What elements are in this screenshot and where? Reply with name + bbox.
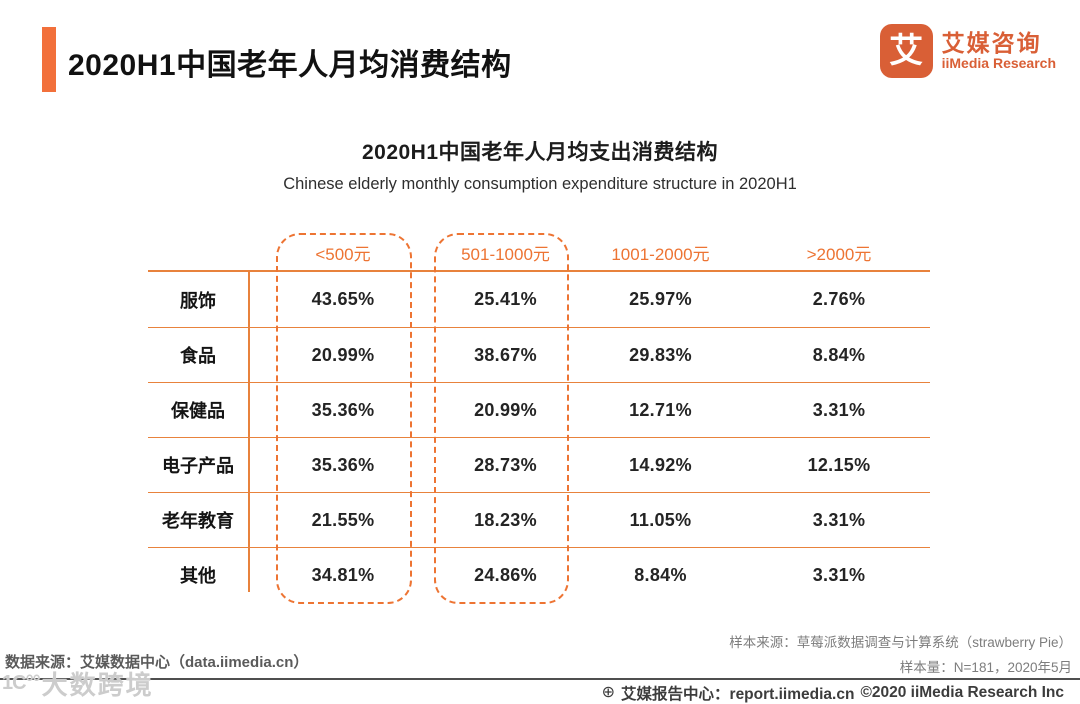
cell-value: 35.36% [311, 399, 375, 420]
table-grid: <500元 501-1000元 1001-2000元 >2000元服饰 43.65% 25… [148, 233, 930, 602]
table-row: 服饰 43.65% 25.41% 25.97% 2.76% [148, 272, 930, 327]
table-row: 食品 20.99% 38.67% 29.83% 8.84% [148, 327, 930, 382]
cell-value: 43.65% [311, 289, 375, 309]
table-row: 其他 34.81% 24.86% 8.84% 3.31% [148, 547, 930, 602]
row-label: 其他 [180, 566, 216, 586]
iimedia-logo-icon: 艾 [879, 24, 933, 78]
consumption-table: <500元 501-1000元 1001-2000元 >2000元服饰 43.65% 25… [148, 233, 930, 605]
logo-name-cn: 艾媒咨询 [941, 29, 1042, 56]
cell-value: 21.55% [311, 509, 375, 530]
row-label: 保健品 [171, 401, 225, 421]
cell-value: 34.81% [311, 564, 375, 585]
cell-value: 18.23% [474, 509, 537, 530]
column-header: 1001-2000元 [611, 245, 710, 264]
cell-value: 12.15% [807, 454, 871, 475]
row-label: 服饰 [180, 290, 216, 311]
column-header: <500元 [315, 245, 371, 264]
cell-value: 3.31% [812, 564, 866, 585]
footer-copyright: ©2020 iiMedia Research Inc [860, 684, 1064, 701]
watermark-text: 大数跨境 [41, 670, 154, 700]
chart-title: 2020H1中国老年人月均支出消费结构 [361, 141, 719, 164]
chart-subtitle: Chinese elderly monthly consumption expe… [283, 175, 797, 193]
cell-value: 11.05% [629, 509, 692, 530]
data-source-note: 数据来源：艾媒数据中心（data.iimedia.cn） [5, 654, 309, 671]
page-title: 2020H1中国老年人月均消费结构 [68, 49, 512, 82]
label-column-divider [248, 272, 250, 592]
cell-value: 25.41% [474, 289, 537, 309]
cell-value: 20.99% [311, 344, 375, 365]
cell-value: 25.97% [629, 289, 692, 309]
footer: ⊕ 艾媒报告中心：report.iimedia.cn ©2020 iiMedia… [602, 682, 1064, 704]
logo-text: 艾媒咨询 iiMedia Research [941, 29, 1056, 72]
footer-divider [0, 678, 1080, 680]
table-row: 电子产品 35.36% 28.73% 14.92% 12.15% [148, 437, 930, 492]
sample-source-note: 样本来源：草莓派数据调查与计算系统（strawberry Pie） [729, 635, 1072, 650]
column-header: 501-1000元 [461, 245, 550, 264]
cell-value: 38.67% [474, 344, 537, 365]
cell-value: 8.84% [634, 564, 687, 585]
cell-value: 29.83% [629, 344, 692, 365]
cell-value: 3.31% [812, 399, 866, 420]
row-label: 电子产品 [162, 456, 234, 476]
logo-glyph: 艾 [889, 32, 924, 70]
column-header: >2000元 [806, 245, 872, 264]
cell-value: 14.92% [629, 454, 692, 475]
cell-value: 35.36% [311, 454, 375, 475]
row-label: 老年教育 [162, 511, 234, 531]
cell-value: 24.86% [474, 564, 537, 585]
table-header-row: <500元 501-1000元 1001-2000元 >2000元 [148, 233, 930, 272]
cell-value: 8.84% [812, 344, 866, 365]
table-row: 保健品 35.36% 20.99% 12.71% 3.31% [148, 382, 930, 437]
cell-value: 28.73% [474, 454, 537, 475]
row-label: 食品 [180, 346, 216, 366]
iimedia-logo: 艾 艾媒咨询 iiMedia Research [879, 24, 1056, 78]
title-accent-bar [42, 27, 56, 92]
table-row: 老年教育 21.55% 18.23% 11.05% 3.31% [148, 492, 930, 547]
cell-value: 3.31% [812, 509, 866, 530]
cell-value: 12.71% [629, 399, 692, 420]
watermark-logo-icon: 1C°° [2, 672, 41, 694]
footer-report-center: 艾媒报告中心：report.iimedia.cn [621, 686, 855, 703]
cell-value: 20.99% [474, 399, 537, 420]
logo-name-en: iiMedia Research [941, 54, 1056, 71]
cell-value: 2.76% [812, 289, 866, 309]
sample-size-note: 样本量：N=181，2020年5月 [899, 660, 1072, 675]
watermark: 1C°° 大数跨境 [2, 665, 154, 702]
globe-icon: ⊕ [601, 684, 616, 701]
